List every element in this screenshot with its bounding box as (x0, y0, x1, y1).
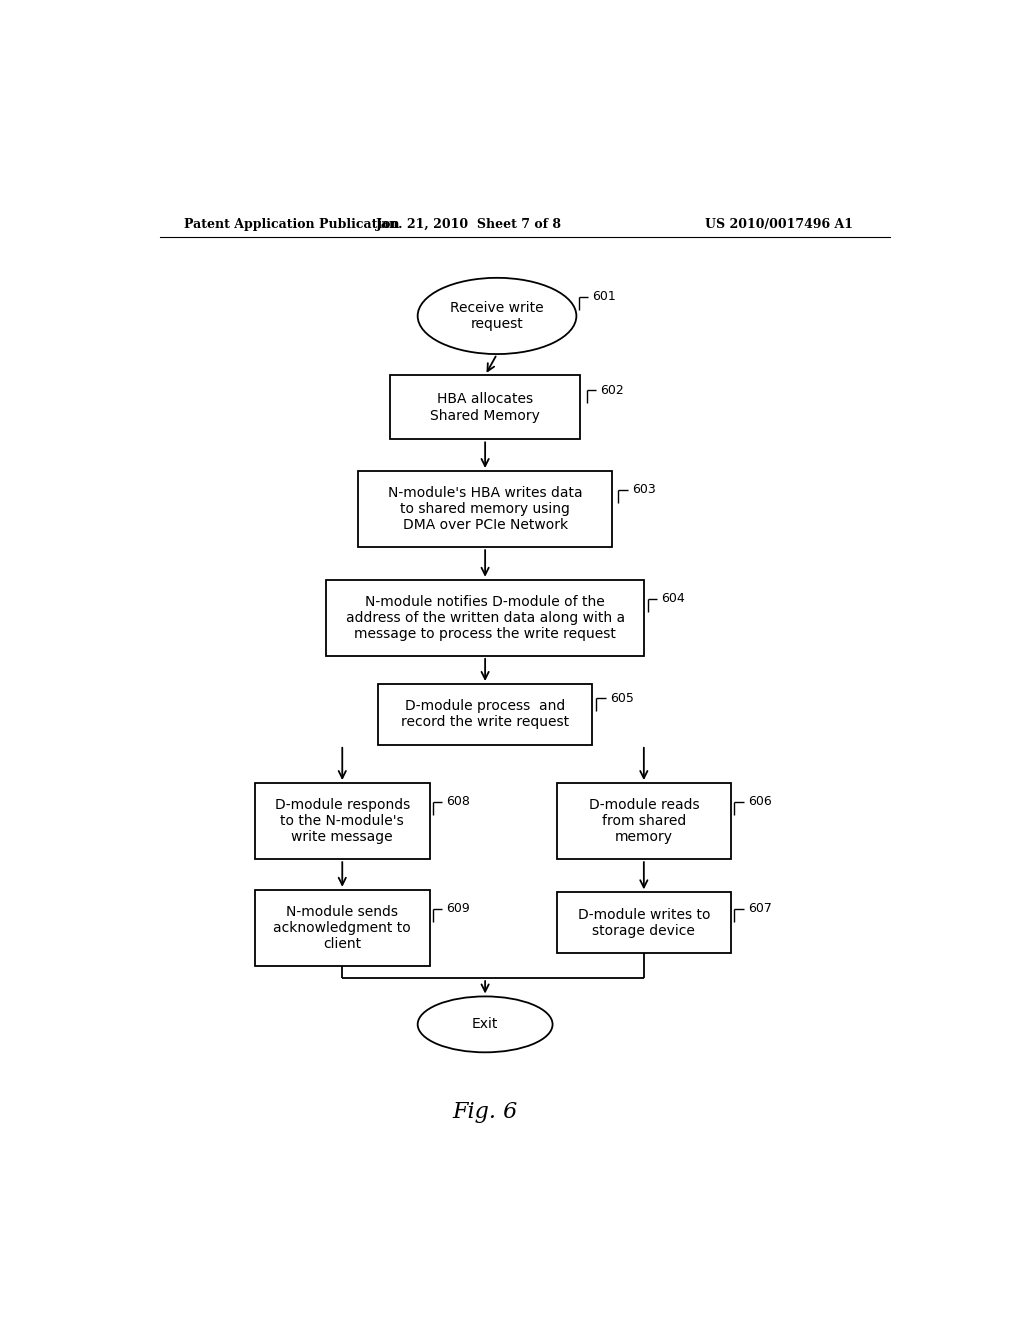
Text: 607: 607 (748, 902, 772, 915)
Bar (255, 890, 430, 966)
Text: 608: 608 (446, 795, 470, 808)
Text: 606: 606 (748, 795, 771, 808)
Text: 603: 603 (632, 483, 655, 496)
Text: D-module writes to
storage device: D-module writes to storage device (578, 908, 710, 937)
Text: N-module sends
acknowledgment to
client: N-module sends acknowledgment to client (273, 904, 412, 950)
Text: 604: 604 (662, 591, 685, 605)
Bar (255, 783, 430, 859)
Text: N-module's HBA writes data
to shared memory using
DMA over PCIe Network: N-module's HBA writes data to shared mem… (388, 486, 583, 532)
Text: D-module process  and
record the write request: D-module process and record the write re… (401, 700, 569, 730)
Text: Receive write
request: Receive write request (451, 301, 544, 331)
Text: 605: 605 (609, 692, 634, 705)
Text: HBA allocates
Shared Memory: HBA allocates Shared Memory (430, 392, 540, 422)
Bar (557, 892, 731, 953)
Bar (327, 579, 644, 656)
Text: Patent Application Publication: Patent Application Publication (183, 218, 399, 231)
Ellipse shape (418, 997, 553, 1052)
Text: D-module reads
from shared
memory: D-module reads from shared memory (589, 797, 699, 845)
Text: 609: 609 (446, 902, 470, 915)
Bar (390, 375, 581, 440)
Text: N-module notifies D-module of the
address of the written data along with a
messa: N-module notifies D-module of the addres… (345, 594, 625, 642)
Text: Jan. 21, 2010  Sheet 7 of 8: Jan. 21, 2010 Sheet 7 of 8 (376, 218, 562, 231)
Bar (378, 684, 592, 744)
Text: 601: 601 (592, 290, 616, 304)
Ellipse shape (418, 277, 577, 354)
Text: D-module responds
to the N-module's
write message: D-module responds to the N-module's writ… (274, 797, 410, 845)
Text: Exit: Exit (472, 1018, 499, 1031)
Bar (358, 471, 612, 548)
Bar (557, 783, 731, 859)
Text: 602: 602 (600, 384, 624, 396)
Text: US 2010/0017496 A1: US 2010/0017496 A1 (705, 218, 853, 231)
Text: Fig. 6: Fig. 6 (453, 1101, 518, 1123)
